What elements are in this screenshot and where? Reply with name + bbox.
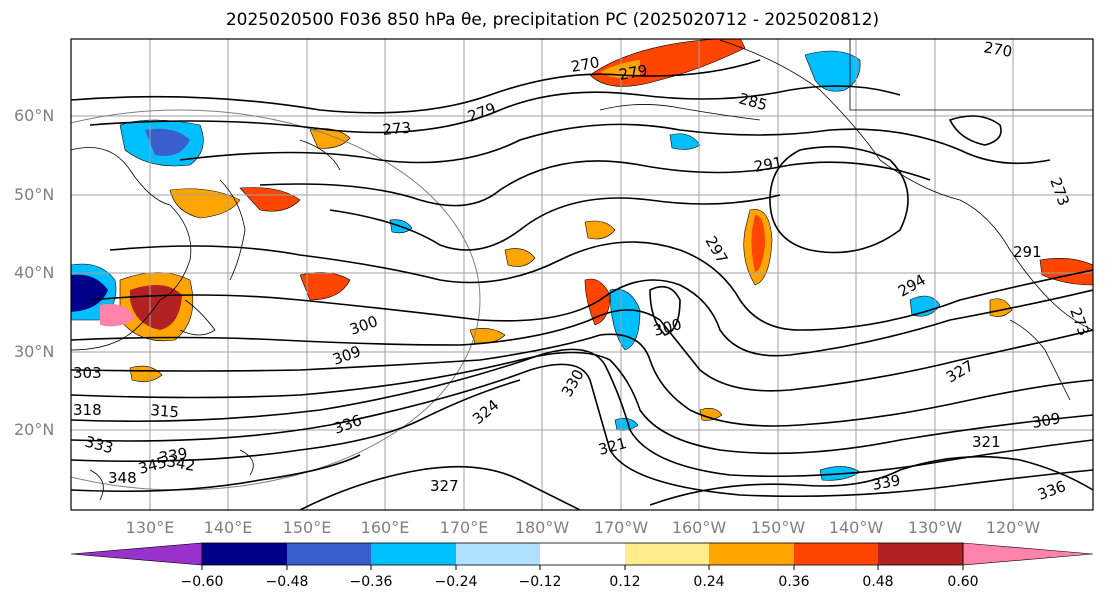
contour-label: 342: [165, 452, 196, 475]
colorbar-tick-label: 0.36: [778, 574, 810, 590]
map-title: 2025020500 F036 850 hPa θe, precipitatio…: [225, 10, 880, 30]
colorbar-segment: [625, 543, 709, 565]
colorbar-extend-low: [70, 542, 203, 566]
contour-label: 291: [753, 153, 784, 176]
lon-label: 180°W: [514, 518, 570, 537]
colorbar-segment: [371, 543, 456, 565]
colorbar-tick-label: 0.48: [862, 574, 894, 590]
contour-label: 273: [382, 119, 412, 139]
colorbar-tick-label: −0.60: [180, 574, 224, 590]
lon-label: 170°E: [439, 518, 489, 537]
lat-label: 50°N: [14, 185, 55, 204]
lon-label: 140°W: [828, 518, 884, 537]
lat-label: 30°N: [14, 342, 55, 361]
lon-label: 150°W: [750, 518, 806, 537]
lon-label: 140°E: [203, 518, 253, 537]
contour-label: 315: [150, 401, 180, 421]
colorbar-tick-label: −0.36: [349, 574, 393, 590]
lon-label: 170°W: [593, 518, 649, 537]
colorbar-tick-label: −0.48: [265, 574, 309, 590]
lon-label: 130°E: [125, 518, 175, 537]
contour-label: 321: [972, 433, 1001, 451]
colorbar-tick-label: −0.24: [434, 574, 478, 590]
map-plot-area: 270 279 285 291 273 279 300 309 303 318 …: [71, 38, 1093, 510]
colorbar-tick-label: 0.60: [947, 574, 979, 590]
contour-label: 339: [871, 471, 902, 494]
contour-label: 270: [982, 38, 1013, 61]
colorbar-extend-high: [962, 542, 1094, 566]
contour-label: 339: [158, 444, 189, 467]
contour-label: 309: [1031, 409, 1062, 432]
lon-label: 130°W: [907, 518, 963, 537]
contour-label: 279: [618, 61, 649, 84]
lon-label: 160°E: [360, 518, 410, 537]
colorbar-segment: [287, 543, 371, 565]
lat-label: 20°N: [14, 420, 55, 439]
colorbar-segment: [202, 543, 287, 565]
colorbar-tick-label: 0.12: [609, 574, 641, 590]
precip-shading: [71, 39, 1093, 481]
theta-e-contours: [71, 59, 1093, 510]
lat-label: 40°N: [14, 263, 55, 282]
lon-label: 160°W: [671, 518, 727, 537]
contour-label: 348: [108, 469, 137, 487]
colorbar-tick-label: −0.12: [518, 574, 562, 590]
contour-label: 270: [570, 53, 601, 76]
contour-label: 318: [73, 401, 102, 419]
colorbar-segment: [709, 543, 794, 565]
colorbar-segment: [794, 543, 878, 565]
map-frame: [70, 38, 1094, 511]
colorbar-segment: [878, 543, 963, 565]
colorbar-segment: [540, 543, 625, 565]
contour-label: 291: [1013, 243, 1042, 261]
colorbar: [70, 542, 1094, 570]
contour-label: 303: [73, 364, 102, 382]
contour-label: 327: [430, 477, 459, 495]
lon-label: 150°E: [282, 518, 332, 537]
lon-label: 120°W: [985, 518, 1041, 537]
lat-label: 60°N: [14, 106, 55, 125]
colorbar-tick-label: 0.24: [693, 574, 725, 590]
colorbar-segment: [456, 543, 540, 565]
